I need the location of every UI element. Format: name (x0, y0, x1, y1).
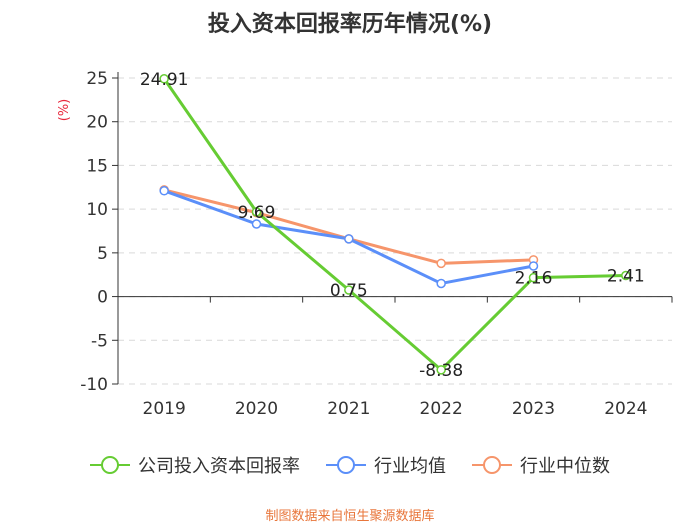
x-tick-label: 2021 (327, 399, 370, 419)
y-tick-label: 10 (86, 200, 108, 220)
data-point (436, 365, 446, 375)
series-line-0 (162, 77, 626, 372)
y-tick-label: 25 (86, 69, 108, 89)
data-point (159, 74, 169, 84)
y-axis-unit: (%) (57, 99, 72, 122)
legend-marker-industry-mean (326, 456, 366, 474)
data-point (251, 207, 262, 217)
legend-marker-company (90, 456, 130, 474)
data-point (621, 270, 631, 281)
x-tick-label: 2023 (512, 399, 555, 419)
data-point (528, 272, 539, 283)
legend-item-industry-median[interactable]: 行业中位数 (472, 452, 610, 478)
data-point (344, 234, 354, 244)
legend-marker-industry-median (472, 456, 512, 474)
y-tick-label: -10 (80, 375, 108, 395)
chart-title: 投入资本回报率历年情况(%) (207, 12, 493, 37)
data-point (528, 261, 539, 271)
data-point (344, 285, 354, 295)
data-point (436, 258, 446, 269)
y-tick-label: 0 (97, 288, 108, 308)
y-tick-label: 15 (86, 156, 108, 176)
data-label: -8.38 (419, 361, 463, 381)
y-tick-label: 5 (97, 244, 108, 264)
data-label: 2.16 (515, 269, 553, 289)
legend-label-company: 公司投入资本回报率 (138, 456, 300, 477)
x-tick-label: 2024 (604, 399, 647, 419)
data-label: 2.41 (607, 267, 645, 287)
legend-label-industry-mean: 行业均值 (374, 456, 446, 477)
data-point (159, 186, 169, 196)
data-point (436, 278, 446, 289)
data-label: 9.69 (238, 203, 276, 223)
x-tick-label: 2019 (143, 399, 186, 419)
y-tick-label: 20 (86, 113, 108, 133)
legend: 公司投入资本回报率 行业均值 行业中位数 (0, 452, 700, 478)
data-label: 0.75 (330, 281, 368, 301)
data-label: 24.91 (140, 70, 189, 90)
legend-item-company[interactable]: 公司投入资本回报率 (90, 452, 300, 478)
data-point (251, 219, 262, 229)
line-chart: 25 20 15 10 5 0 -5 -10 2019 2020 2021 2022 2023 2024 (… (57, 69, 673, 419)
series-line-2 (163, 188, 534, 265)
legend-label-industry-median: 行业中位数 (520, 456, 610, 477)
x-tick-label: 2022 (420, 399, 463, 419)
x-tick-label: 2020 (235, 399, 278, 419)
legend-item-industry-mean[interactable]: 行业均值 (326, 452, 446, 478)
source-note: 制图数据来自恒生聚源数据库 (265, 509, 435, 524)
y-tick-label: -5 (91, 331, 108, 351)
